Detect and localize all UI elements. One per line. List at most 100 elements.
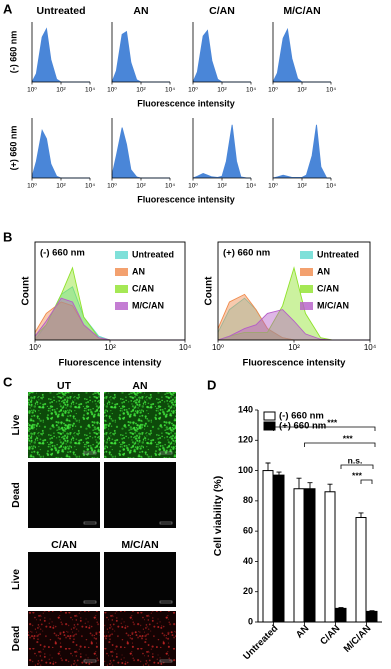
scale-bar [83,451,97,455]
y-tick-label: 140 [238,404,253,414]
x-tick-label: 10⁰ [107,183,117,190]
scale-bar [159,451,173,455]
x-tick-label: 10² [136,183,146,190]
legend-swatch [115,302,128,310]
x-tick-label: 10⁰ [29,343,41,352]
panel-label: D [207,377,216,392]
significance-bracket [304,442,376,447]
legend-swatch [115,268,128,276]
x-tick-label: 10⁴ [364,343,377,352]
x-tick-label: AN [294,623,312,641]
bar [355,517,367,623]
scale-bar [83,659,97,663]
x-tick-label: 10⁴ [85,87,95,94]
significance-label: n.s. [348,455,363,465]
x-tick-label: 10⁴ [326,87,336,94]
y-axis-label: Count [21,276,32,306]
legend-swatch [300,268,313,276]
y-tick-label: 60 [243,526,253,536]
row-label: Live [10,569,22,590]
row-label: (-) 660 nm [8,31,18,74]
area-fill [273,124,331,178]
x-tick-label: 10² [217,183,227,190]
x-tick-label: 10⁰ [107,87,117,94]
significance-label: *** [352,470,363,480]
scale-bar [83,600,97,604]
significance-bracket [273,426,376,431]
x-tick-label: 10⁴ [246,183,256,190]
significance-label: *** [327,417,338,427]
micrograph [28,462,100,528]
legend-swatch [300,302,313,310]
legend-label: AN [317,266,330,276]
error-bar [358,512,364,518]
legend-label: Untreated [317,249,359,259]
x-tick-label: 10² [56,183,66,190]
bar [304,488,316,623]
area-fill [35,286,185,340]
error-bar [265,462,271,471]
legend-swatch [263,411,276,421]
y-tick-label: 20 [243,586,253,596]
x-tick-label: 10⁰ [188,183,198,190]
x-tick-label: 10⁴ [246,87,256,94]
column-header: M/C/AN [283,5,320,17]
error-bar [307,482,313,489]
legend-swatch [115,251,128,259]
density-line [272,124,331,179]
legend-label: M/C/AN [132,300,164,310]
area-fill [273,29,331,82]
x-axis-label: Fluorescence intensity [59,358,163,369]
x-tick-label: 10⁰ [268,183,278,190]
area-fill [218,294,370,340]
legend-swatch [300,285,313,293]
micrograph [104,611,176,666]
area-fill [112,31,170,83]
y-tick-label: 40 [243,556,253,566]
x-axis-label: Fluorescence intensity [243,358,347,369]
column-header: UT [57,380,72,392]
micrograph [104,392,176,458]
row-label: Dead [10,626,22,652]
micrograph [28,392,100,458]
row-label: (+) 660 nm [8,126,18,171]
subplot-title: (-) 660 nm [40,248,85,259]
y-axis-label: Cell viability (%) [212,476,224,557]
legend-label: AN [132,266,145,276]
error-bar [369,610,375,612]
x-tick-label: 10² [297,87,307,94]
area-fill [218,309,370,340]
error-bar [296,477,302,489]
micrograph [104,552,176,607]
bar [335,607,347,623]
legend-label: (-) 660 nm [279,411,324,422]
x-tick-label: C/AN [318,623,342,647]
x-tick-label: Untreated [241,623,280,662]
legend-swatch [300,251,313,259]
x-axis-label: Fluorescence intensity [137,194,235,204]
x-tick-label: M/C/AN [342,623,374,655]
x-tick-label: 10² [288,343,300,352]
significance-bracket [340,464,374,469]
scale-bar [83,521,97,525]
area-fill [32,28,90,82]
column-header: AN [133,5,148,17]
column-header: C/AN [209,5,235,17]
subplot-title: (+) 660 nm [223,248,270,259]
x-tick-label: 10⁴ [179,343,192,352]
legend-label: Untreated [132,249,174,259]
scale-bar [159,600,173,604]
x-tick-label: 10⁴ [165,183,175,190]
significance-bracket [360,479,373,484]
error-bar [338,607,344,609]
column-header: C/AN [51,539,77,551]
area-fill [193,30,251,82]
bar [293,488,305,623]
bar [273,474,285,623]
area-fill [218,298,370,340]
density-line [192,124,251,179]
axis [192,118,251,179]
area-fill [35,267,185,340]
